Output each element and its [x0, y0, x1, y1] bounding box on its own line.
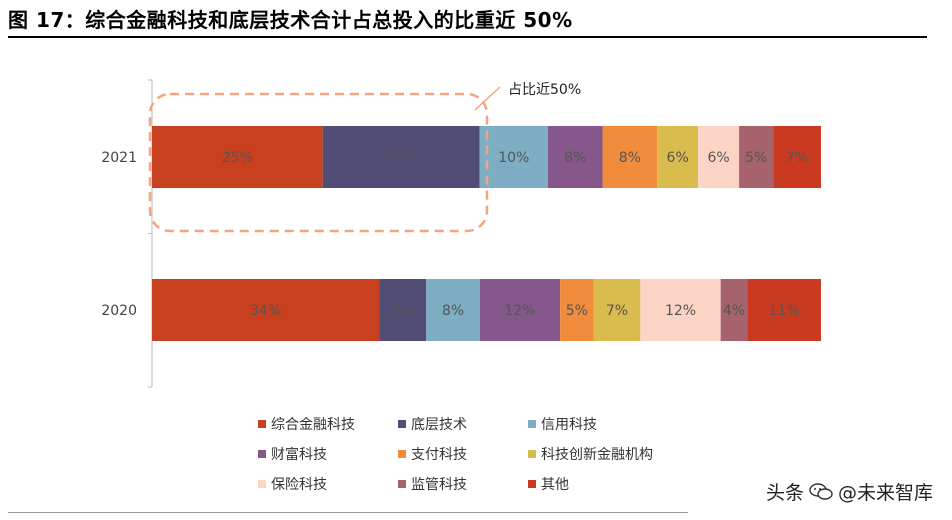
bar-segment [426, 279, 480, 341]
bar-segment [479, 126, 548, 188]
watermark-text: @未来智库 [838, 482, 934, 504]
legend-label: 支付科技 [411, 447, 467, 463]
data-label: 8% [619, 150, 641, 166]
category-label-2020: 2020 [101, 303, 137, 319]
data-label: 6% [667, 150, 689, 166]
legend-swatch [258, 480, 266, 488]
bar-segment [720, 279, 748, 341]
data-label: 4% [723, 303, 745, 319]
legend-item: 综合金融科技 [258, 414, 355, 434]
bar-segment [640, 279, 721, 341]
legend-swatch [258, 420, 266, 428]
legend-swatch [258, 450, 266, 458]
legend-swatch [528, 450, 536, 458]
watermark-prefix: 头条 [766, 482, 805, 504]
bar-segment [560, 279, 594, 341]
legend-item: 科技创新金融机构 [528, 444, 653, 464]
data-label: 25% [222, 150, 253, 166]
bar-segment [747, 279, 821, 341]
legend-label: 监管科技 [411, 477, 467, 493]
data-label: 7% [392, 303, 414, 319]
figure-title: 图 17：综合金融科技和底层技术合计占总投入的比重近 50% [8, 8, 573, 32]
legend-label: 保险科技 [271, 477, 327, 493]
legend-item: 监管科技 [398, 474, 467, 494]
legend-swatch [528, 480, 536, 488]
data-label: 8% [442, 303, 464, 319]
data-label: 23% [386, 150, 417, 166]
bar-segment [739, 126, 774, 188]
bar-segment [152, 126, 323, 188]
bottom-divider [8, 512, 688, 513]
bar-segment [547, 126, 603, 188]
data-label: 6% [707, 150, 729, 166]
legend-label: 信用科技 [541, 417, 597, 433]
legend-swatch [528, 420, 536, 428]
data-label: 7% [786, 150, 808, 166]
data-label: 11% [769, 303, 800, 319]
data-label: 34% [250, 303, 281, 319]
category-label-2021: 2021 [101, 150, 137, 166]
bar-segment [593, 279, 641, 341]
legend-item: 信用科技 [528, 414, 597, 434]
legend-label: 其他 [541, 477, 569, 493]
title-divider [8, 36, 927, 38]
data-label: 5% [566, 303, 588, 319]
data-label: 7% [606, 303, 628, 319]
bar-segment [379, 279, 427, 341]
data-label: 12% [665, 303, 696, 319]
legend-item: 底层技术 [398, 414, 467, 434]
annotation-dashed-box [148, 92, 489, 233]
data-label: 5% [745, 150, 767, 166]
wechat-logo-icon [809, 482, 833, 500]
bar-segment [322, 126, 480, 188]
legend-item: 保险科技 [258, 474, 327, 494]
bar-segment [152, 279, 380, 341]
bar-segment [773, 126, 821, 188]
data-label: 8% [564, 150, 586, 166]
legend-swatch [398, 480, 406, 488]
data-label: 12% [504, 303, 535, 319]
bar-segment [657, 126, 699, 188]
annotation-leader-line [474, 86, 501, 111]
legend-label: 底层技术 [411, 417, 467, 433]
legend-swatch [398, 420, 406, 428]
legend-swatch [398, 450, 406, 458]
legend-label: 科技创新金融机构 [541, 447, 653, 463]
annotation-text: 占比近50% [508, 82, 581, 98]
bar-segment [602, 126, 658, 188]
legend-item: 财富科技 [258, 444, 327, 464]
data-label: 10% [498, 150, 529, 166]
bar-segment [479, 279, 561, 341]
bar-segment [698, 126, 740, 188]
legend-label: 综合金融科技 [271, 417, 355, 433]
watermark: 头条 @未来智库 [766, 478, 933, 505]
legend-label: 财富科技 [271, 447, 327, 463]
legend-item: 其他 [528, 474, 569, 494]
legend-item: 支付科技 [398, 444, 467, 464]
